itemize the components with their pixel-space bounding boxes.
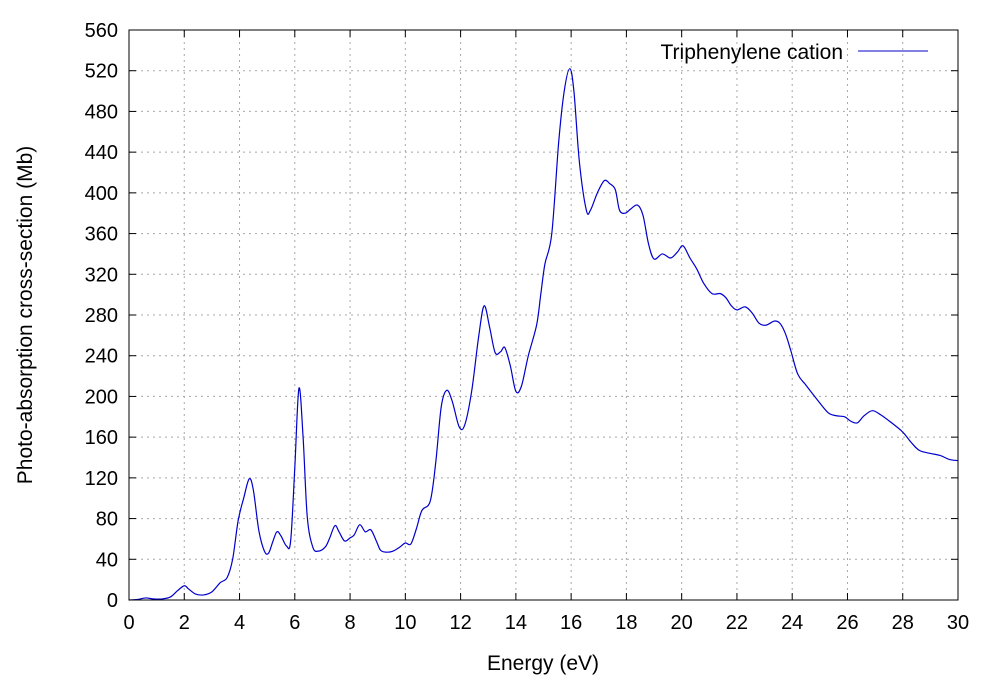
x-tick-label: 16	[560, 612, 582, 634]
y-tick-label: 120	[85, 468, 118, 490]
x-tick-label: 8	[345, 612, 356, 634]
y-tick-label: 560	[85, 20, 118, 42]
x-tick-label: 24	[781, 612, 803, 634]
y-tick-label: 520	[85, 61, 118, 83]
x-tick-label: 2	[179, 612, 190, 634]
y-tick-label: 320	[85, 264, 118, 286]
legend-label: Triphenylene cation	[661, 41, 844, 64]
x-tick-label: 6	[289, 612, 300, 634]
legend: Triphenylene cation	[661, 41, 928, 64]
y-tick-label: 360	[85, 224, 118, 246]
x-tick-label: 10	[394, 612, 416, 634]
x-tick-label: 26	[836, 612, 858, 634]
x-tick-label: 14	[505, 612, 527, 634]
x-tick-label: 28	[892, 612, 914, 634]
axis-ticks	[128, 29, 959, 601]
x-tick-label: 4	[234, 612, 245, 634]
x-tick-label: 0	[123, 612, 134, 634]
x-axis-title: Energy (eV)	[487, 652, 599, 675]
y-tick-labels: 0 40 80 120 160 200 240 280 320 360 400 440 480 520 56…	[85, 20, 118, 612]
y-tick-label: 40	[96, 549, 118, 571]
y-tick-label: 240	[85, 346, 118, 368]
grid	[129, 30, 958, 600]
y-tick-label: 280	[85, 305, 118, 327]
x-tick-label: 12	[449, 612, 471, 634]
x-tick-label: 18	[615, 612, 637, 634]
series-line	[128, 68, 959, 601]
y-tick-label: 480	[85, 101, 118, 123]
x-tick-label: 30	[947, 612, 969, 634]
y-tick-label: 80	[96, 509, 118, 531]
x-tick-label: 22	[726, 612, 748, 634]
y-tick-label: 160	[85, 427, 118, 449]
x-tick-label: 20	[671, 612, 693, 634]
y-tick-label: 0	[107, 590, 118, 612]
y-axis-title: Photo-absorption cross-section (Mb)	[14, 146, 37, 484]
x-tick-labels: 0 2 4 6 8 10 12 14 16 18 20 22 24 26 28 30	[123, 612, 969, 634]
series-layer	[128, 68, 959, 601]
y-tick-label: 440	[85, 142, 118, 164]
y-tick-label: 400	[85, 183, 118, 205]
y-tick-label: 200	[85, 386, 118, 408]
